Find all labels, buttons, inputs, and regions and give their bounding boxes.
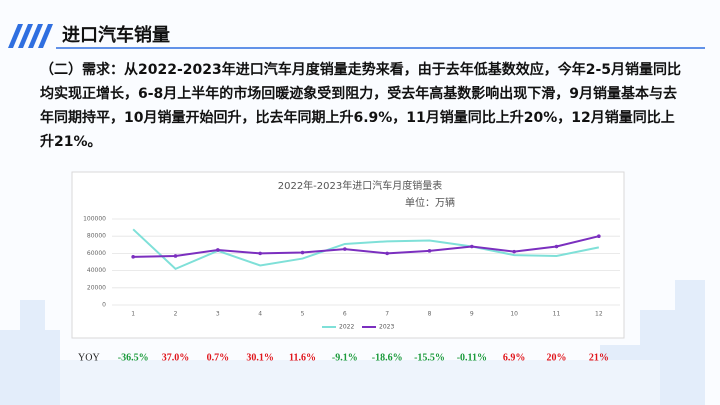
x-tick-label: 6: [343, 311, 347, 318]
point: [173, 254, 178, 258]
x-tick-label: 9: [470, 311, 474, 318]
chart-title: 2022年-2023年进口汽车月度销量表: [278, 179, 443, 192]
yoy-value: 11.6%: [289, 352, 316, 363]
yoy-value: -0.11%: [457, 352, 487, 363]
yoy-value: -18.6%: [372, 352, 403, 363]
yoy-value: -9.1%: [332, 352, 358, 363]
x-tick-label: 4: [258, 311, 262, 318]
y-tick-label: 80000: [87, 233, 106, 240]
header-icon: [8, 24, 53, 48]
point: [258, 251, 262, 256]
x-tick-label: 11: [553, 311, 561, 318]
x-tick-label: 1: [131, 311, 135, 318]
point: [597, 234, 601, 238]
x-tick-label: 10: [510, 311, 518, 318]
yoy-value: -15.5%: [414, 352, 445, 363]
yoy-label: YOY: [78, 352, 100, 363]
chart-subtitle: 单位：万辆: [405, 196, 455, 209]
point: [512, 249, 516, 254]
legend-label: 2023: [379, 324, 394, 331]
yoy-value: 21%: [589, 352, 609, 363]
x-tick-label: 5: [301, 311, 305, 318]
y-tick-label: 100000: [83, 216, 106, 223]
yoy-value: -36.5%: [118, 352, 149, 363]
x-tick-label: 12: [595, 311, 603, 318]
series-line: [132, 228, 600, 271]
point: [300, 250, 305, 255]
yoy-value: 20%: [547, 352, 567, 363]
x-tick-label: 3: [216, 311, 220, 318]
x-tick-label: 8: [428, 311, 432, 318]
x-tick-label: 7: [385, 311, 389, 318]
point: [216, 248, 220, 252]
point: [131, 255, 135, 259]
yoy-value: 30.1%: [246, 352, 274, 363]
legend-label: 2022: [339, 324, 354, 331]
header-title: 进口汽车销量: [62, 24, 170, 46]
yoy-value: 0.7%: [207, 352, 230, 363]
skyline: [0, 280, 705, 405]
y-tick-label: 0: [102, 302, 106, 309]
yoy-value: 37.0%: [162, 352, 190, 363]
x-tick-label: 2: [174, 311, 178, 318]
series-line: [133, 235, 600, 258]
point: [385, 251, 389, 256]
point: [343, 247, 347, 251]
y-tick-label: 60000: [87, 250, 106, 257]
point: [470, 244, 474, 249]
y-tick-label: 40000: [87, 267, 106, 274]
point: [427, 249, 432, 253]
yoy-value: 6.9%: [503, 352, 526, 363]
paragraph: （二）需求：从2022-2023年进口汽车月度销量走势来看，由于去年低基数效应，…: [40, 62, 682, 150]
y-tick-label: 20000: [87, 284, 106, 291]
point: [554, 244, 559, 249]
